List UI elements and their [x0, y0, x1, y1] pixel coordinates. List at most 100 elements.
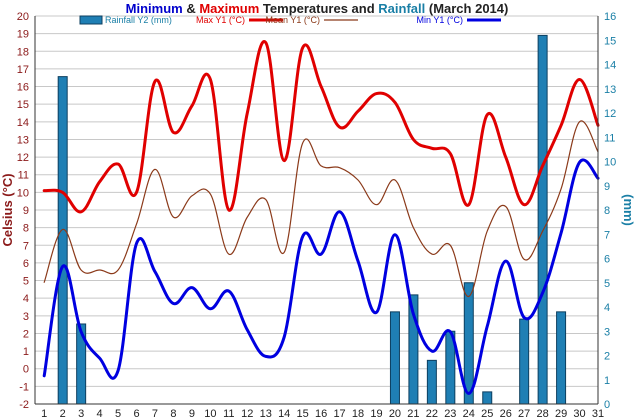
- x-tick-label: 29: [555, 408, 567, 420]
- rainfall-bar: [389, 311, 400, 405]
- y2-tick-label: 10: [604, 157, 616, 169]
- y2-tick-label: 12: [604, 108, 616, 120]
- x-tick-label: 24: [463, 408, 475, 420]
- y-tick-label: 19: [17, 29, 29, 41]
- y-tick-label: 20: [17, 11, 29, 23]
- mean-temperature-line: [43, 120, 599, 298]
- rainfall-bar: [426, 359, 437, 405]
- y2-tick-label: 6: [604, 254, 610, 266]
- x-tick-label: 11: [223, 408, 234, 420]
- y-tick-label: 6: [23, 258, 29, 270]
- y2-tick-label: 3: [604, 326, 610, 338]
- y2-tick-label: 13: [604, 84, 616, 96]
- x-tick-label: 8: [170, 408, 176, 420]
- x-tick-label: 14: [278, 408, 290, 420]
- legend-label: Mean Y1 (°C): [266, 15, 320, 25]
- rainfall-bar: [519, 318, 530, 405]
- temperature-lines: [42, 40, 600, 395]
- y-tick-label: 5: [23, 276, 29, 288]
- x-tick-label: 25: [481, 408, 493, 420]
- x-tick-label: 1: [41, 408, 47, 420]
- y2-tick-label: 2: [604, 351, 610, 363]
- x-tick-label: 16: [315, 408, 327, 420]
- y-tick-label: 4: [23, 293, 29, 305]
- y-tick-label: 2: [23, 328, 29, 340]
- title-segment: Maximum: [199, 1, 259, 16]
- y-axis-label: Celsius (°C): [0, 173, 15, 246]
- y2-tick-label: 15: [604, 35, 616, 47]
- rainfall-bar: [537, 34, 548, 405]
- x-tick-label: 31: [592, 408, 604, 420]
- x-tick-label: 17: [333, 408, 345, 420]
- y-tick-label: 16: [17, 82, 29, 94]
- legend-label: Max Y1 (°C): [196, 15, 245, 25]
- tick-labels: -2-1012345678910111213141516171819200123…: [17, 11, 617, 420]
- x-tick-label: 28: [536, 408, 548, 420]
- x-tick-label: 15: [297, 408, 309, 420]
- y-tick-label: 13: [17, 134, 29, 146]
- y-tick-label: 10: [17, 187, 29, 199]
- y-tick-label: -1: [19, 381, 29, 393]
- y2-tick-label: 1: [604, 375, 610, 387]
- x-tick-label: 13: [260, 408, 272, 420]
- x-tick-label: 10: [204, 408, 216, 420]
- x-tick-label: 5: [115, 408, 121, 420]
- axes: [34, 16, 599, 405]
- x-tick-label: 23: [444, 408, 456, 420]
- x-tick-label: 6: [133, 408, 139, 420]
- y2-axis-label: (mm): [621, 194, 634, 226]
- y-tick-label: 0: [23, 364, 29, 376]
- y-tick-label: 17: [17, 64, 29, 76]
- x-tick-label: 3: [78, 408, 84, 420]
- y2-tick-label: 11: [604, 132, 615, 144]
- rainfall-bar: [57, 76, 68, 405]
- title-segment: Minimum: [126, 1, 183, 16]
- title-segment: Rainfall: [378, 1, 425, 16]
- y2-tick-label: 8: [604, 205, 610, 217]
- legend-label: Rainfall Y2 (mm): [105, 15, 172, 25]
- legend: Rainfall Y2 (mm) Max Y1 (°C) Mean Y1 (°C) M…: [79, 15, 501, 25]
- y-tick-label: 8: [23, 223, 29, 235]
- y2-tick-label: 7: [604, 229, 610, 241]
- x-tick-label: 26: [500, 408, 512, 420]
- y-tick-label: 18: [17, 46, 29, 58]
- y2-tick-label: 4: [604, 302, 610, 314]
- legend-label: Min Y1 (°C): [417, 15, 463, 25]
- x-tick-label: 27: [518, 408, 530, 420]
- title-segment: Temperatures and: [259, 1, 378, 16]
- legend-swatch: [79, 15, 103, 25]
- y2-tick-label: 0: [604, 399, 610, 411]
- y-tick-label: 1: [23, 346, 29, 358]
- y-tick-label: 14: [17, 117, 29, 129]
- x-tick-label: 12: [241, 408, 253, 420]
- y2-tick-label: 9: [604, 181, 610, 193]
- y-tick-label: 15: [17, 99, 29, 111]
- rainfall-bars: [57, 34, 567, 405]
- y-tick-label: 7: [23, 240, 29, 252]
- x-tick-label: 2: [60, 408, 66, 420]
- y-tick-label: 3: [23, 311, 29, 323]
- title-segment: &: [183, 1, 200, 16]
- y-tick-label: 12: [17, 152, 29, 164]
- y-tick-label: 11: [18, 170, 29, 182]
- x-tick-label: 30: [573, 408, 585, 420]
- y2-tick-label: 16: [604, 11, 616, 23]
- x-tick-label: 4: [97, 408, 103, 420]
- max-temperature-line: [42, 40, 600, 214]
- rainfall-bar: [482, 391, 493, 405]
- y-tick-label: -2: [19, 399, 29, 411]
- title-segment: (March 2014): [425, 1, 508, 16]
- x-tick-label: 20: [389, 408, 401, 420]
- x-tick-label: 22: [426, 408, 438, 420]
- x-tick-label: 9: [189, 408, 195, 420]
- x-tick-label: 18: [352, 408, 364, 420]
- y2-tick-label: 14: [604, 60, 616, 72]
- x-tick-label: 21: [407, 408, 419, 420]
- y-tick-label: 9: [23, 205, 29, 217]
- y2-tick-label: 5: [604, 278, 610, 290]
- x-tick-label: 7: [152, 408, 158, 420]
- min-temperature-line: [42, 158, 600, 395]
- chart-title: Minimum & Maximum Temperatures and Rainf…: [126, 1, 509, 16]
- rainfall-bar: [556, 311, 567, 405]
